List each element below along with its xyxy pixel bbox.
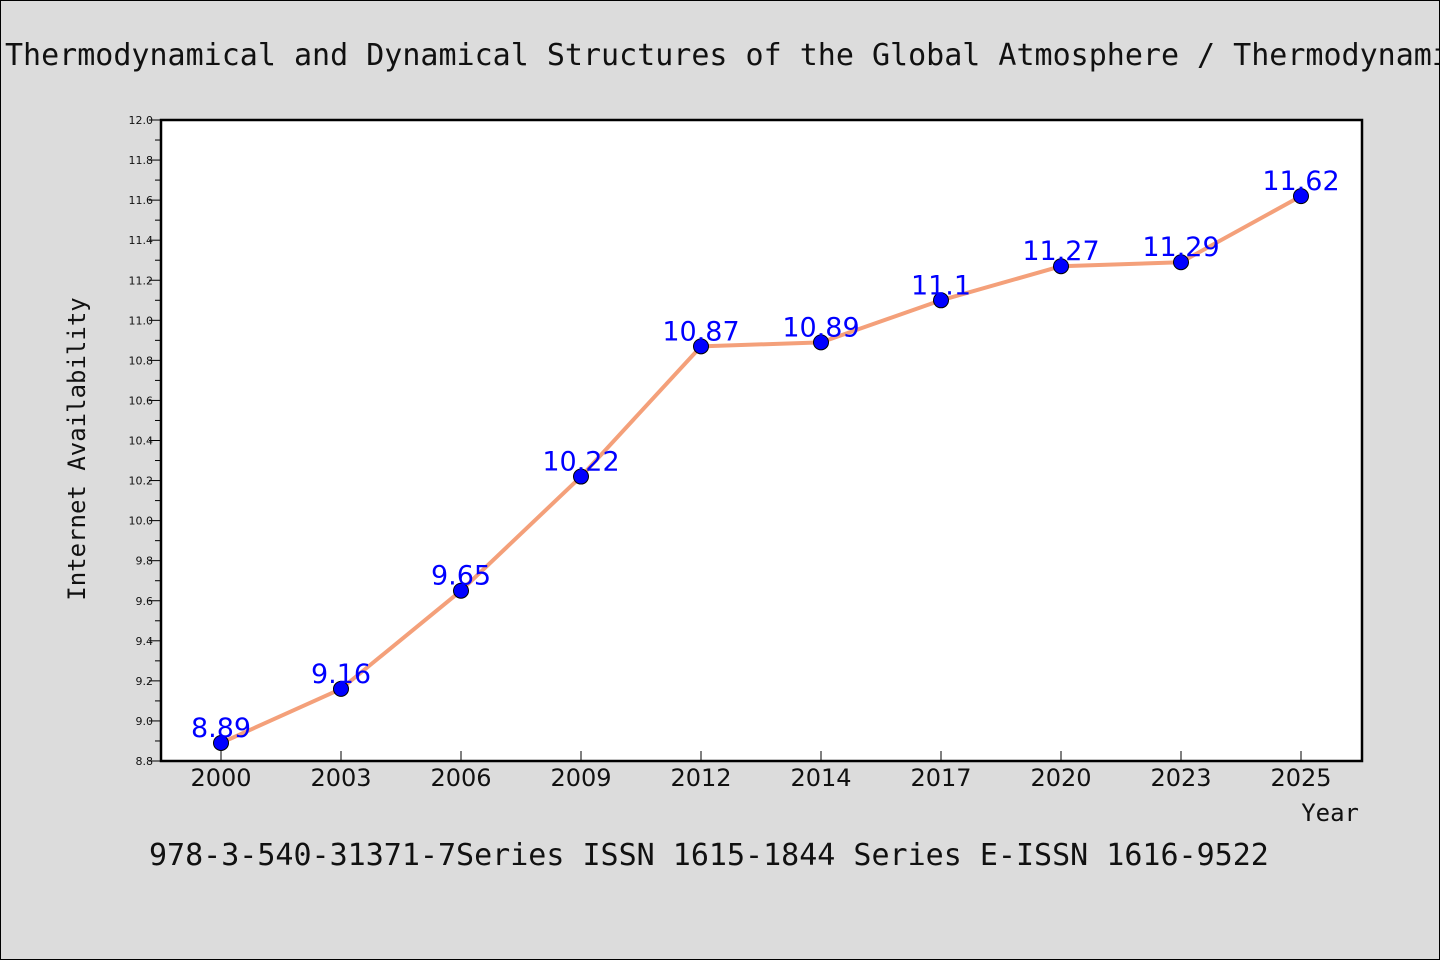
data-point (333, 680, 349, 697)
data-point (573, 468, 589, 485)
data-point (1053, 258, 1069, 275)
x-tick-label: 2017 (910, 764, 971, 792)
y-tick-label: 8.8 (136, 755, 154, 768)
data-label: 10.22 (542, 447, 619, 478)
x-tick-label: 2006 (430, 764, 491, 792)
y-tick-label: 9.0 (136, 715, 154, 728)
x-tick-label: 2023 (1150, 764, 1211, 792)
y-tick-label: 9.6 (136, 595, 154, 608)
series-group (213, 188, 1309, 751)
x-tick-label: 2009 (550, 764, 611, 792)
chart-title: Thermodynamical and Dynamical Structures… (5, 38, 1439, 73)
x-tick-label: 2000 (190, 764, 251, 792)
y-tick-label: 10.4 (129, 435, 154, 448)
data-label: 9.16 (311, 659, 371, 690)
data-point (1173, 254, 1189, 271)
data-point (933, 292, 949, 309)
x-tick-label: 2003 (310, 764, 371, 792)
y-tick-label: 10.2 (129, 475, 154, 488)
data-label: 11.27 (1022, 236, 1099, 267)
y-tick-label: 11.0 (129, 314, 154, 327)
data-label: 10.87 (662, 316, 739, 347)
plot-area (159, 118, 1364, 763)
data-label: 8.89 (191, 713, 251, 744)
y-axis: 8.8 9.0 9.2 9.4 9.6 9.8 10.0 10.2 10.4 10.6 10.8 11… (129, 114, 161, 768)
data-point (1293, 188, 1309, 205)
x-axis: 2000 2003 2006 2009 2012 2014 2017 2020 2023 2025 (190, 751, 1332, 792)
data-point (693, 338, 709, 355)
data-label: 10.89 (782, 312, 859, 343)
y-tick-label: 11.4 (129, 234, 154, 247)
data-label: 11.62 (1262, 166, 1339, 197)
data-point (453, 582, 469, 599)
x-tick-label: 2025 (1270, 764, 1331, 792)
y-tick-label: 11.2 (129, 274, 154, 287)
y-tick-label: 10.8 (129, 354, 154, 367)
x-tick-label: 2012 (670, 764, 731, 792)
y-axis-label: Internet Availability (63, 297, 91, 600)
y-tick-label: 12.0 (129, 114, 154, 127)
y-tick-label: 9.2 (136, 675, 154, 688)
y-tick-label: 11.8 (129, 154, 154, 167)
data-labels: 8.89 9.16 9.65 10.22 10.87 10.89 11.1 11.27 11.2… (191, 166, 1340, 744)
data-point (213, 734, 229, 751)
series-line (219, 194, 1303, 745)
y-tick-label: 9.8 (136, 555, 154, 568)
footer-text: 978-3-540-31371-7Series ISSN 1615-1844 S… (149, 838, 1269, 873)
y-tick-label: 10.0 (129, 515, 154, 528)
y-tick-label: 11.6 (129, 194, 154, 207)
x-tick-label: 2020 (1030, 764, 1091, 792)
x-axis-label: Year (1301, 799, 1359, 827)
data-label: 9.65 (431, 561, 491, 592)
data-point (813, 334, 829, 351)
data-label: 11.29 (1142, 232, 1219, 263)
y-tick-label: 9.4 (136, 635, 154, 648)
x-tick-label: 2014 (790, 764, 851, 792)
data-label: 11.1 (911, 270, 971, 301)
y-tick-label: 10.6 (129, 394, 154, 407)
